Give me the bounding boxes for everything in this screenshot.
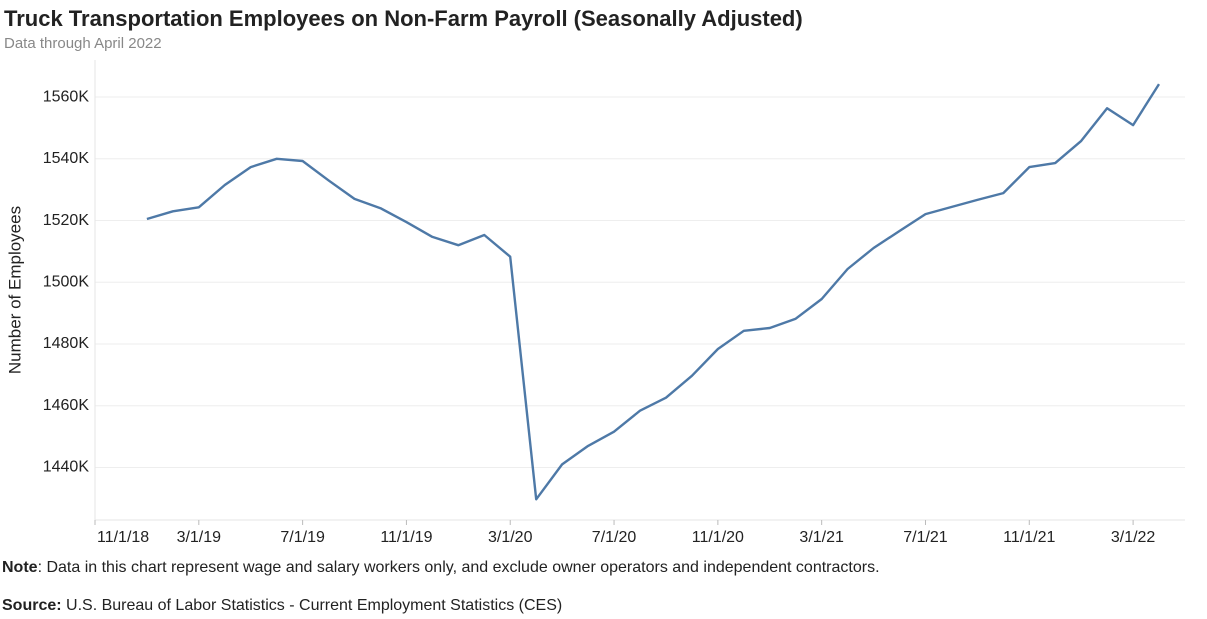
line-series <box>146 83 1161 501</box>
y-tick-label: 1460K <box>43 397 90 414</box>
chart-title: Truck Transportation Employees on Non-Fa… <box>4 6 803 31</box>
x-tick-label: 3/1/22 <box>1111 529 1156 546</box>
y-tick-label: 1520K <box>43 212 90 229</box>
x-tick-label: 7/1/21 <box>903 529 948 546</box>
y-tick-label: 1480K <box>43 335 90 352</box>
y-tick-label: 1540K <box>43 150 90 167</box>
chart-subtitle: Data through April 2022 <box>4 35 162 52</box>
x-tick-label: 11/1/19 <box>380 529 432 546</box>
x-tick-label: 11/1/21 <box>1003 529 1055 546</box>
source-text: U.S. Bureau of Labor Statistics - Curren… <box>62 597 563 614</box>
y-tick-label: 1560K <box>43 88 90 105</box>
x-tick-label: 11/1/20 <box>692 529 744 546</box>
y-tick-label: 1500K <box>43 274 90 291</box>
source-label: Source: <box>2 597 62 614</box>
x-tick-label: 3/1/20 <box>488 529 533 546</box>
x-tick-label: 3/1/19 <box>177 529 222 546</box>
x-tick-label: 7/1/20 <box>592 529 637 546</box>
x-tick-label: 3/1/21 <box>799 529 844 546</box>
x-tick-label: 11/1/18 <box>97 529 149 546</box>
note-label: Note <box>2 559 38 576</box>
y-axis-label: Number of Employees <box>5 206 24 374</box>
x-tick-label: 7/1/19 <box>280 529 325 546</box>
y-tick-label: 1440K <box>43 459 90 476</box>
source: Source: U.S. Bureau of Labor Statistics … <box>2 597 562 614</box>
note-text: : Data in this chart represent wage and … <box>38 559 880 576</box>
note: Note: Data in this chart represent wage … <box>2 559 880 576</box>
